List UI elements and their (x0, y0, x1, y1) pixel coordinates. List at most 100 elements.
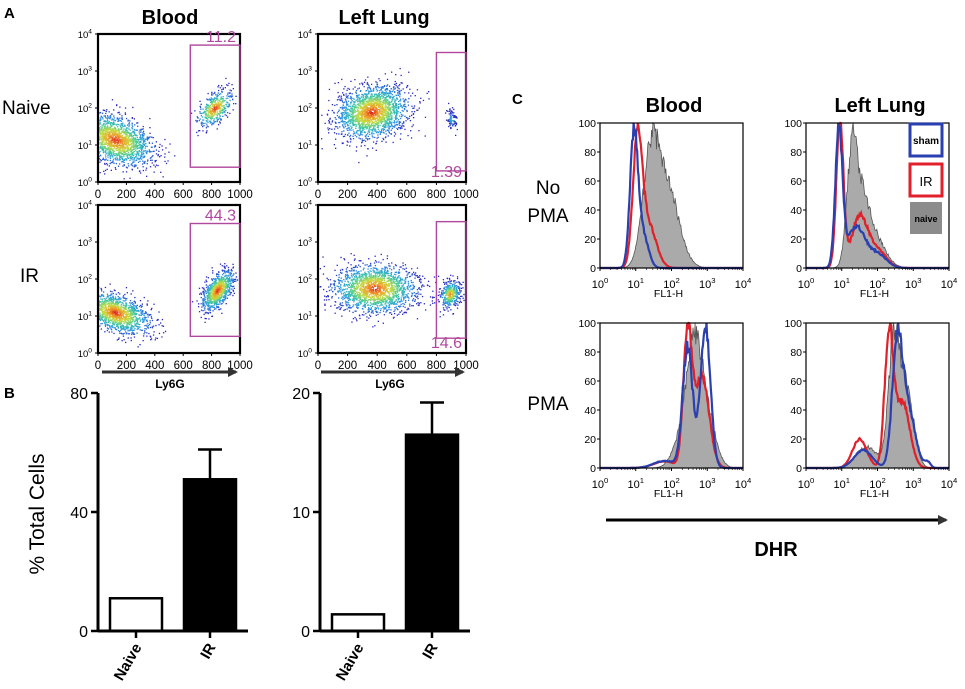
cell-event-dot-0 (353, 98, 355, 100)
row-label-ir: IR (20, 266, 39, 287)
cell-event-dot-0 (123, 164, 125, 167)
cell-event-dot-1 (221, 91, 223, 93)
cell-event-dot-0 (327, 127, 329, 129)
cell-event-dot-0 (354, 120, 356, 122)
cell-event-dot-0 (111, 130, 113, 132)
cell-event-dot-0 (140, 146, 142, 148)
cell-event-dot-1 (221, 85, 223, 87)
cell-event-dot-0 (129, 310, 132, 312)
cell-event-dot-0 (381, 116, 383, 118)
cell-event-dot-0 (120, 145, 122, 148)
cell-event-dot-0 (365, 100, 367, 102)
cell-event-dot-0 (381, 109, 384, 111)
cell-event-dot-0 (132, 125, 134, 128)
cell-event-dot-0 (103, 307, 105, 309)
cell-event-dot-0 (352, 108, 354, 110)
cell-event-dot-0 (164, 160, 166, 163)
cell-event-dot-0 (344, 98, 347, 100)
cell-event-dot-1 (235, 103, 237, 105)
cell-event-dot-0 (103, 297, 105, 300)
cell-event-dot-0 (385, 91, 387, 93)
cell-event-dot-0 (337, 82, 339, 84)
cell-event-dot-1 (215, 103, 217, 106)
cell-event-dot-0 (368, 109, 370, 111)
cell-event-dot-0 (105, 304, 107, 307)
cell-event-dot-0 (372, 147, 374, 149)
cell-event-dot-0 (124, 319, 126, 322)
cell-event-dot-0 (127, 131, 129, 133)
cell-event-dot-0 (386, 89, 388, 91)
cell-event-dot-0 (125, 117, 128, 120)
cell-event-dot-0 (144, 312, 146, 314)
cell-event-dot-0 (358, 161, 360, 164)
cell-event-dot-0 (122, 297, 125, 299)
cell-event-dot-0 (116, 139, 118, 141)
cell-event-dot-0 (140, 131, 142, 133)
row-label-naive: Naive (2, 98, 51, 119)
cell-event-dot-0 (404, 115, 406, 117)
cell-event-dot-0 (355, 99, 357, 102)
cell-event-dot-0 (138, 131, 140, 133)
cell-event-dot-0 (103, 150, 105, 152)
cell-event-dot-0 (127, 120, 129, 122)
cell-event-dot-0 (364, 95, 367, 97)
cell-event-dot-0 (109, 296, 112, 299)
cell-event-dot-0 (357, 88, 359, 90)
cell-event-dot-0 (106, 119, 109, 121)
cell-event-dot-0 (384, 98, 386, 100)
cell-event-dot-0 (152, 334, 155, 336)
cell-event-dot-1 (213, 121, 215, 123)
cell-event-dot-0 (100, 303, 103, 306)
cell-event-dot-0 (153, 171, 155, 173)
cell-event-dot-0 (366, 111, 368, 113)
cell-event-dot-0 (377, 104, 379, 106)
cell-event-dot-1 (215, 108, 217, 111)
cell-event-dot-0 (142, 317, 144, 319)
cell-event-dot-0 (125, 287, 128, 289)
cell-event-dot-0 (392, 105, 394, 107)
cell-event-dot-0 (362, 127, 364, 129)
cell-event-dot-0 (134, 320, 136, 322)
cell-event-dot-0 (343, 120, 345, 123)
cell-event-dot-0 (122, 327, 124, 329)
cell-event-dot-0 (141, 128, 143, 130)
cell-event-dot-0 (376, 107, 378, 110)
cell-event-dot-0 (149, 157, 151, 159)
cell-event-dot-0 (155, 159, 157, 162)
cell-event-dot-0 (122, 309, 124, 312)
cell-event-dot-1 (199, 130, 201, 132)
cell-event-dot-0 (366, 97, 369, 99)
cell-event-dot-0 (143, 296, 145, 299)
cell-event-dot-0 (367, 125, 370, 127)
cell-event-dot-0 (134, 147, 136, 149)
cell-event-dot-0 (343, 110, 345, 112)
cell-event-dot-0 (112, 160, 114, 162)
cell-event-dot-0 (105, 316, 107, 318)
cell-event-dot-0 (124, 153, 127, 155)
cell-event-dot-1 (205, 113, 208, 116)
cell-event-dot-0 (368, 119, 370, 121)
cell-event-dot-0 (105, 134, 107, 136)
cell-event-dot-0 (420, 97, 422, 99)
cell-event-dot-0 (136, 310, 138, 312)
cell-event-dot-1 (219, 121, 221, 123)
gate-naive-blood (189, 44, 241, 168)
cell-event-dot-0 (384, 94, 386, 96)
cell-event-dot-0 (369, 114, 371, 117)
cell-event-dot-0 (389, 107, 391, 110)
cell-event-dot-0 (141, 305, 143, 307)
cell-event-dot-0 (388, 119, 391, 121)
cell-event-dot-0 (391, 121, 393, 123)
cell-event-dot-0 (133, 319, 135, 321)
cell-event-dot-0 (113, 307, 115, 309)
cell-event-dot-0 (112, 149, 114, 151)
cell-event-dot-0 (366, 113, 369, 115)
cell-event-dot-0 (350, 107, 352, 109)
cell-event-dot-0 (119, 140, 121, 143)
cell-event-dot-1 (231, 93, 233, 95)
cell-event-dot-0 (398, 121, 400, 123)
cell-event-dot-0 (115, 153, 118, 155)
cell-event-dot-1 (200, 115, 202, 117)
cell-event-dot-0 (372, 113, 374, 115)
y-tick-label-1: 101 (78, 140, 93, 152)
